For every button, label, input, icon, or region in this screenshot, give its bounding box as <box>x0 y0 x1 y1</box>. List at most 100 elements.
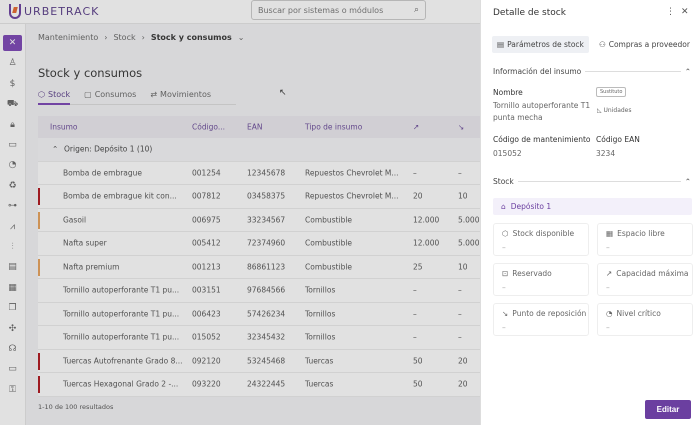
user-icon[interactable]: ♙ <box>8 58 17 69</box>
chevron-right-icon: › <box>141 33 145 42</box>
table-row[interactable]: Tuercas Autofrenante Grado 8... 092120 532… <box>38 350 488 373</box>
sliders-icon[interactable]: ⫶ <box>11 242 14 252</box>
cell-min: – <box>458 168 462 178</box>
truck-icon[interactable]: ⛟ <box>6 99 19 110</box>
stock-card: ↗ Capacidad máxima – <box>597 263 693 296</box>
cell-tipo: Combustible <box>305 238 353 248</box>
tools-icon[interactable]: ✕ <box>3 35 22 51</box>
lock-badge-icon[interactable]: 🔒︎ <box>10 119 15 130</box>
ean-label: Código EAN <box>596 135 640 144</box>
ruler-icon: ◺ <box>597 107 604 114</box>
cell-codigo: 015052 <box>192 332 221 342</box>
headset-icon[interactable]: ☊ <box>8 344 17 354</box>
tab-parametros[interactable]: ▤ Parámetros de stock <box>492 36 589 53</box>
copy-icon[interactable]: ❐ <box>8 303 17 314</box>
table-row[interactable]: Tornillo autoperforante T1 pu... 006423 57… <box>38 303 488 326</box>
logo-icon <box>9 4 21 19</box>
search-input[interactable]: Buscar por sistemas o módulos ⌕ <box>251 0 426 20</box>
dollar-icon[interactable]: $ <box>9 78 16 89</box>
cell-ean: 53245468 <box>247 356 286 366</box>
trend-down-icon: ↘ <box>502 309 509 318</box>
cell-insumo: Tuercas Autofrenante Grado 8... <box>63 356 183 366</box>
search-placeholder: Buscar por sistemas o módulos <box>258 6 384 15</box>
breadcrumb-mantenimiento[interactable]: Mantenimiento <box>38 33 99 42</box>
chevron-up-icon[interactable]: ⌃ <box>52 144 59 154</box>
col-ean[interactable]: EAN <box>247 122 263 132</box>
cell-min: – <box>458 309 462 319</box>
card-value: – <box>502 243 506 252</box>
breadcrumb: Mantenimiento › Stock › Stock y consumos ⌄ <box>38 33 244 42</box>
logo[interactable]: URBETRACK <box>9 4 99 19</box>
fuel-icon[interactable]: ▤ <box>8 262 17 273</box>
divider <box>517 181 681 182</box>
cell-ean: 12345678 <box>247 168 286 178</box>
col-max-icon[interactable]: ↗ <box>413 122 420 132</box>
sidebar: ✕ ♙ $ ⛟ 🔒︎ ▭ ◔ ♻ ⊶ ⩘ ⫶ ▤ ▦ ❐ ✣ ☊ ▭ ⚿ <box>0 24 26 425</box>
col-tipo[interactable]: Tipo de insumo <box>305 122 363 132</box>
cell-tipo: Repuestos Chevrolet M... <box>305 168 399 178</box>
stock-card: ⬡ Stock disponible – <box>493 223 589 256</box>
breadcrumb-stock[interactable]: Stock <box>113 33 136 42</box>
main: Mantenimiento › Stock › Stock y consumos ⌄ … <box>26 24 700 425</box>
cell-max: – <box>413 309 417 319</box>
gauge-icon[interactable]: ◔ <box>8 160 17 171</box>
lock-gear-icon[interactable]: ⚿ <box>9 384 16 395</box>
table-row[interactable]: Tuercas Hexagonal Grado 2 -... 093220 2432… <box>38 373 488 397</box>
codigo-value: 015052 <box>493 149 522 158</box>
col-insumo[interactable]: Insumo <box>50 122 78 132</box>
table-row[interactable]: Bomba de embrague kit con... 007812 034583… <box>38 185 488 209</box>
col-codigo[interactable]: Código... <box>192 122 226 132</box>
col-min-icon[interactable]: ↘ <box>458 122 465 132</box>
cell-tipo: Tornillos <box>305 309 336 319</box>
breadcrumb-current[interactable]: Stock y consumos <box>150 33 232 42</box>
cell-ean: 32345432 <box>247 332 286 342</box>
table-row[interactable]: Gasoil 006975 33234567 Combustible 12.000 5.0… <box>38 209 488 232</box>
tab-label: Consumos <box>94 90 137 99</box>
deposito-header: ⌂ Depósito 1 <box>493 198 692 215</box>
cell-max: – <box>413 168 417 178</box>
tab-movimientos[interactable]: ⇄ Movimientos <box>150 90 211 105</box>
search-icon[interactable]: ⌕ <box>413 5 419 15</box>
cell-insumo: Tornillo autoperforante T1 pu... <box>63 332 180 342</box>
table-row[interactable]: Tornillo autoperforante T1 pu... 003151 97… <box>38 279 488 303</box>
cell-ean: 57426234 <box>247 309 286 319</box>
table-row[interactable]: Nafta super 005412 72374960 Combustible 12.0… <box>38 232 488 256</box>
reserve-icon: ⊡ <box>502 269 509 278</box>
cell-insumo: Gasoil <box>63 215 87 225</box>
chart-icon[interactable]: ⩘ <box>9 221 16 232</box>
status-flag <box>38 376 40 393</box>
puzzle-icon[interactable]: ✣ <box>8 323 17 334</box>
workflow-icon[interactable]: ⊶ <box>8 201 17 212</box>
chevron-up-icon[interactable]: ⌃ <box>684 177 691 186</box>
tabs: ⬡ Stock ▢ Consumos ⇄ Movimientos <box>38 90 236 105</box>
cell-ean: 33234567 <box>247 215 286 225</box>
devices-icon[interactable]: ▭ <box>8 364 17 375</box>
folder-icon[interactable]: ▭ <box>8 140 17 150</box>
chevron-up-icon[interactable]: ⌃ <box>684 67 691 76</box>
group-row[interactable]: ⌃ Origen: Depósito 1 (10) <box>38 138 488 162</box>
cell-tipo: Tornillos <box>305 285 336 295</box>
calendar-icon[interactable]: ▦ <box>8 282 17 293</box>
recycle-icon[interactable]: ♻ <box>8 180 17 191</box>
chevron-down-icon[interactable]: ⌄ <box>237 33 245 42</box>
edit-button[interactable]: Editar <box>645 400 691 419</box>
table-row[interactable]: Bomba de embrague 001254 12345678 Repuestos… <box>38 162 488 185</box>
close-icon[interactable]: ✕ <box>681 7 689 17</box>
stock-section-header[interactable]: Stock ⌃ <box>493 177 691 186</box>
cell-min: 5.000 <box>458 215 480 225</box>
tab-stock[interactable]: ⬡ Stock <box>38 90 71 105</box>
modal-overlay[interactable] <box>0 0 480 425</box>
cell-insumo: Nafta premium <box>63 262 120 272</box>
card-value: – <box>606 283 610 292</box>
trend-up-icon: ↗ <box>606 269 613 278</box>
cursor-icon: ↖ <box>279 88 287 98</box>
table-row[interactable]: Tornillo autoperforante T1 pu... 015052 32… <box>38 326 488 350</box>
tab-consumos[interactable]: ▢ Consumos <box>84 90 136 105</box>
card-header: ▦ Espacio libre <box>606 229 665 238</box>
cell-max: – <box>413 285 417 295</box>
stock-card: ↘ Punto de reposición – <box>493 303 589 336</box>
info-section-header[interactable]: Información del insumo ⌃ <box>493 67 691 76</box>
more-vertical-icon[interactable]: ⋮ <box>666 7 675 17</box>
table-row[interactable]: Nafta premium 001213 86861123 Combustible 25… <box>38 256 488 279</box>
tab-compras[interactable]: ⚇ Compras a proveedor <box>594 36 695 53</box>
